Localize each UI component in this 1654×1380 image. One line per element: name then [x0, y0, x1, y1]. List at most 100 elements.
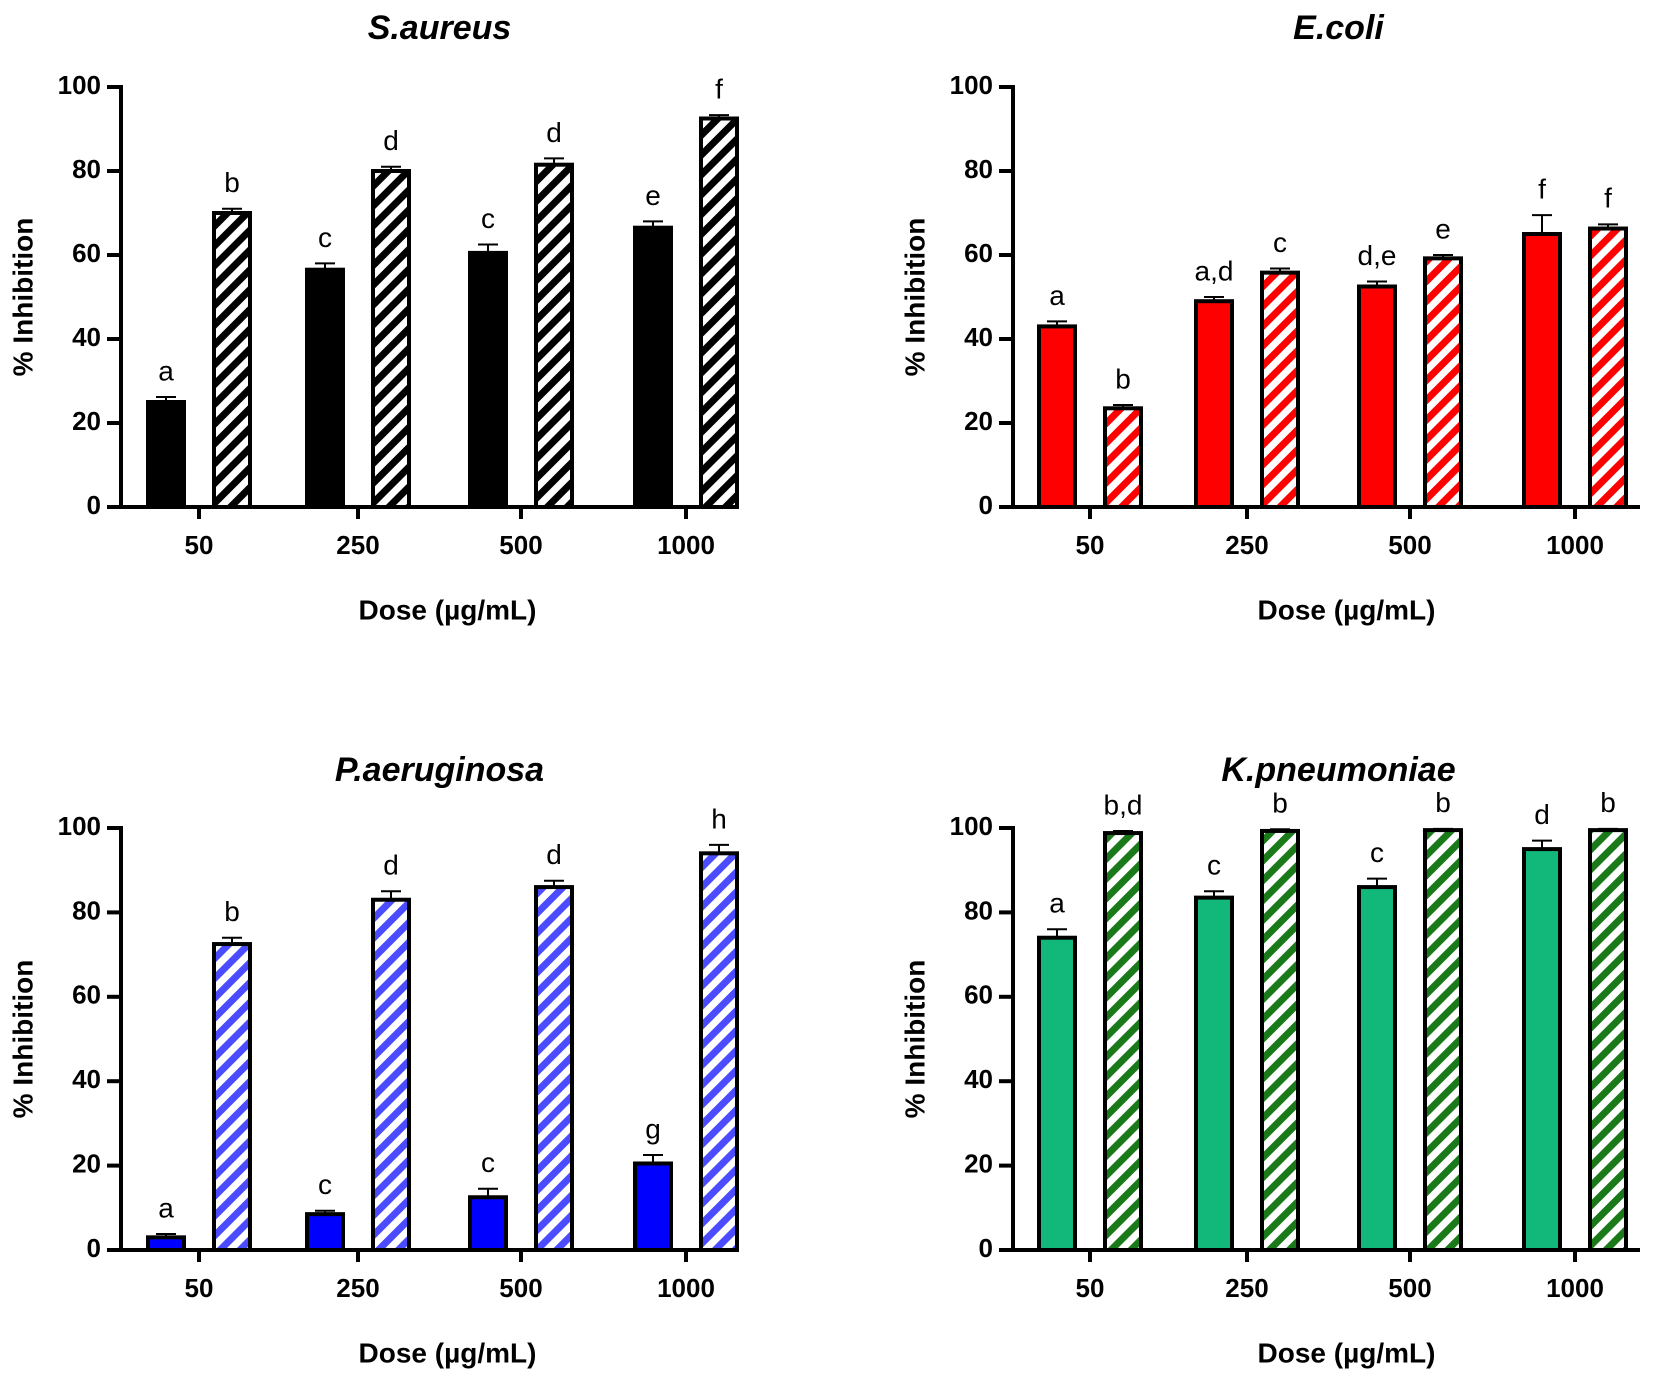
significance-letter: c	[481, 1147, 495, 1178]
significance-letter: a	[158, 1192, 174, 1223]
x-tick-label: 50	[185, 1273, 214, 1303]
x-tick-label: 500	[499, 530, 542, 560]
significance-letter: c	[1207, 850, 1221, 881]
bar-hatched-50	[212, 211, 252, 509]
y-tick-label: 80	[964, 154, 993, 184]
y-tick-label: 60	[72, 238, 101, 268]
bar-solid-50	[146, 400, 186, 509]
bar-hatched-50	[1103, 831, 1143, 1253]
significance-letter: g	[645, 1113, 661, 1144]
x-tick-label: 250	[336, 530, 379, 560]
chart-p-aeruginosa: P.aeruginosa 0 20 40 60 80 100 % Inhibition 50 25…	[7, 751, 739, 1368]
bar-hatched-250	[371, 169, 411, 509]
x-tick-label: 500	[1388, 1273, 1431, 1303]
y-tick-label: 60	[72, 980, 101, 1010]
y-tick-label: 100	[58, 70, 101, 100]
y-tick-label: 40	[964, 322, 993, 352]
y-axis-title: % Inhibition	[7, 218, 38, 377]
significance-letter: d	[546, 117, 562, 148]
bar-solid-250	[1194, 895, 1234, 1252]
x-tick-label: 1000	[657, 530, 715, 560]
x-tick-label: 1000	[1546, 1273, 1604, 1303]
y-axis-title: % Inhibition	[7, 960, 38, 1119]
y-tick-label: 20	[964, 406, 993, 436]
bar-solid-250	[305, 1212, 345, 1253]
y-tick-label: 100	[950, 811, 993, 841]
significance-letter: c	[1370, 837, 1384, 868]
bar-solid-1000	[633, 225, 673, 509]
x-tick-label: 1000	[1546, 530, 1604, 560]
y-axis-title: % Inhibition	[899, 218, 930, 377]
x-tick-label: 250	[336, 1273, 379, 1303]
x-tick-label: 1000	[657, 1273, 715, 1303]
significance-letter: b,d	[1104, 789, 1143, 820]
significance-letter: d,e	[1358, 240, 1397, 271]
bar-solid-1000	[1522, 847, 1562, 1252]
significance-letter: a	[1049, 280, 1065, 311]
y-tick-label: 0	[979, 490, 993, 520]
bar-hatched-50	[1103, 406, 1143, 509]
significance-letter: a,d	[1195, 255, 1234, 286]
x-axis-title: Dose (µg/mL)	[359, 594, 537, 625]
significance-letter: c	[481, 203, 495, 234]
significance-letter: b	[1435, 787, 1451, 818]
y-tick-label: 80	[964, 895, 993, 925]
bar-solid-1000	[1522, 232, 1562, 509]
bar-hatched-1000	[699, 851, 739, 1252]
x-tick-label: 500	[499, 1273, 542, 1303]
y-tick-label: 40	[72, 1064, 101, 1094]
y-tick-label: 80	[72, 895, 101, 925]
x-tick-label: 250	[1225, 1273, 1268, 1303]
x-tick-label: 250	[1225, 530, 1268, 560]
y-tick-label: 60	[964, 980, 993, 1010]
x-axis-title: Dose (µg/mL)	[359, 1337, 537, 1368]
bar-hatched-1000	[1588, 226, 1628, 509]
x-tick-label: 50	[1076, 530, 1105, 560]
x-axis-title: Dose (µg/mL)	[1258, 594, 1436, 625]
bar-hatched-250	[1260, 828, 1300, 1252]
significance-letter: e	[645, 180, 661, 211]
significance-letter: a	[158, 355, 174, 386]
x-tick-label: 50	[185, 530, 214, 560]
significance-letter: b	[224, 167, 240, 198]
significance-letter: d	[1534, 799, 1550, 830]
bar-solid-50	[1037, 324, 1077, 509]
bar-hatched-500	[1423, 256, 1463, 509]
significance-letter: b	[1600, 787, 1616, 818]
bar-solid-500	[1357, 284, 1397, 509]
y-tick-label: 20	[72, 1148, 101, 1178]
y-tick-label: 60	[964, 238, 993, 268]
y-tick-label: 100	[58, 811, 101, 841]
x-axis-title: Dose (µg/mL)	[1258, 1337, 1436, 1368]
significance-letter: c	[318, 1169, 332, 1200]
significance-letter: f	[715, 74, 723, 105]
bar-hatched-50	[212, 942, 252, 1252]
y-axis-title: % Inhibition	[899, 960, 930, 1119]
chart-title: K.pneumoniae	[1221, 751, 1455, 789]
chart-title: P.aeruginosa	[335, 751, 544, 789]
bar-hatched-500	[534, 885, 574, 1253]
y-tick-label: 40	[964, 1064, 993, 1094]
y-tick-label: 0	[87, 1233, 101, 1263]
chart-k-pneumoniae: K.pneumoniae 0 20 40 60 80 100 % Inhibition 50 25…	[899, 751, 1640, 1368]
bar-hatched-1000	[1588, 828, 1628, 1252]
chart-title: E.coli	[1293, 9, 1385, 47]
chart-s-aureus: S.aureus 0 20 40 60 80 100 % Inhibition 50 250 500…	[7, 9, 739, 625]
y-tick-label: 20	[964, 1148, 993, 1178]
y-tick-label: 0	[979, 1233, 993, 1263]
significance-letter: e	[1435, 213, 1451, 244]
chart-e-coli: E.coli 0 20 40 60 80 100 % Inhibition 50 250 500 10…	[899, 9, 1640, 625]
bar-hatched-500	[534, 162, 574, 509]
significance-letter: b	[224, 896, 240, 927]
bar-solid-1000	[633, 1161, 673, 1252]
bar-hatched-250	[1260, 270, 1300, 510]
x-tick-label: 50	[1076, 1273, 1105, 1303]
significance-letter: c	[318, 222, 332, 253]
bar-solid-50	[1037, 935, 1077, 1252]
significance-letter: f	[1538, 173, 1546, 204]
bar-hatched-250	[371, 897, 411, 1252]
significance-letter: f	[1604, 183, 1612, 214]
y-tick-label: 20	[72, 406, 101, 436]
